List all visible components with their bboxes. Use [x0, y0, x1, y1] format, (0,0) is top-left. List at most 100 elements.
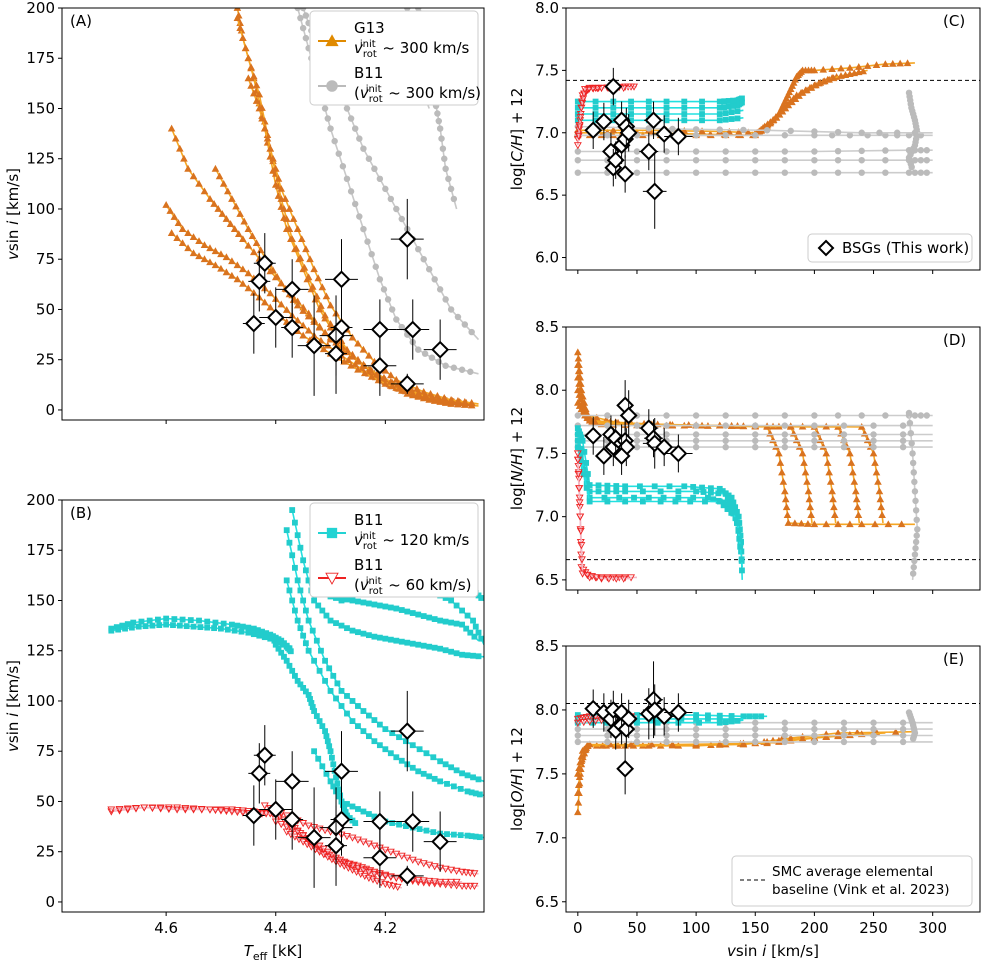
y-axis-label: log[N/H] + 12 — [508, 407, 526, 510]
model-point — [447, 866, 456, 874]
model-point — [317, 336, 325, 344]
model-point — [826, 477, 835, 485]
model-point — [822, 733, 831, 741]
model-point — [752, 148, 759, 155]
model-point — [574, 437, 581, 444]
label-text: sin — [736, 942, 762, 960]
model-point — [909, 570, 917, 577]
model-point — [409, 640, 416, 647]
model-point — [392, 375, 401, 383]
model-point — [299, 307, 307, 314]
model-point — [382, 185, 389, 193]
model-point — [315, 323, 324, 331]
model-point — [335, 150, 342, 157]
model-point — [252, 81, 261, 89]
legend-box — [807, 233, 973, 263]
model-point — [329, 754, 335, 761]
model-point — [184, 229, 192, 237]
model-point — [442, 761, 449, 768]
model-point — [923, 156, 931, 164]
model-point — [292, 519, 298, 526]
model-point — [781, 132, 789, 139]
axes-frame — [61, 7, 485, 421]
model-point — [660, 494, 667, 501]
model-point — [224, 626, 231, 633]
model-point — [319, 607, 326, 614]
model-point — [333, 774, 339, 781]
model-point — [416, 826, 423, 833]
model-point — [434, 110, 441, 117]
model-point — [302, 607, 309, 614]
model-point — [348, 352, 357, 360]
model-point — [911, 169, 919, 176]
model-point — [439, 145, 447, 152]
model-point — [162, 201, 170, 208]
model-point — [604, 732, 611, 739]
model-point — [728, 509, 735, 516]
model-point — [396, 734, 402, 741]
model-point — [834, 128, 842, 136]
model-point — [450, 195, 458, 203]
legend-text: ~ 300 km/s) — [384, 84, 482, 102]
x-tick-label: 150 — [741, 919, 770, 937]
model-point — [173, 234, 181, 242]
model-point — [687, 498, 694, 505]
legend: SMC average elemental baseline (Vink et a… — [731, 855, 973, 907]
model-point — [343, 105, 351, 112]
model-point — [858, 147, 865, 155]
model-point — [351, 200, 359, 208]
model-point — [438, 135, 445, 142]
model-point — [588, 573, 596, 581]
model-point — [634, 719, 640, 726]
model-point — [738, 556, 745, 563]
y-tick-label: 7.0 — [535, 124, 559, 142]
model-point — [453, 767, 460, 774]
model-point — [387, 377, 395, 385]
model-point — [245, 624, 252, 631]
model-point — [834, 412, 842, 419]
model-point — [829, 495, 837, 503]
legend-label: vrotinit ~ 300 km/s — [354, 39, 470, 60]
model-point — [360, 225, 367, 233]
model-point — [722, 738, 729, 746]
model-point — [398, 638, 405, 645]
model-point — [917, 169, 925, 176]
model-point — [690, 484, 697, 490]
model-point — [115, 805, 124, 814]
model-point — [334, 780, 341, 787]
model-point — [344, 625, 350, 632]
model-point — [408, 856, 417, 864]
model-point — [467, 629, 474, 636]
model-point — [353, 836, 362, 844]
model-point — [398, 607, 405, 613]
model-point — [874, 477, 882, 485]
model-point — [578, 556, 586, 564]
model-point — [437, 645, 444, 652]
model-point — [716, 111, 723, 117]
model-point — [692, 148, 700, 155]
model-point — [912, 507, 920, 514]
model-point — [616, 494, 623, 501]
model-point — [206, 258, 214, 266]
model-point — [347, 361, 355, 369]
model-point — [171, 134, 180, 142]
model-point — [231, 627, 238, 634]
model-point — [430, 878, 439, 886]
model-point — [247, 63, 255, 71]
model-point — [897, 520, 906, 528]
model-point — [452, 882, 461, 890]
model-point — [896, 59, 904, 67]
model-point — [752, 132, 759, 139]
model-point — [912, 545, 919, 552]
model-point — [305, 647, 312, 654]
model-point — [244, 241, 253, 249]
model-point — [577, 542, 586, 550]
model-point — [447, 395, 455, 403]
model-point — [440, 393, 449, 401]
model-point — [261, 634, 268, 641]
model-point — [115, 626, 122, 633]
model-point — [834, 520, 842, 528]
model-point — [349, 718, 356, 724]
model-point — [811, 443, 818, 451]
model-point — [173, 804, 182, 812]
